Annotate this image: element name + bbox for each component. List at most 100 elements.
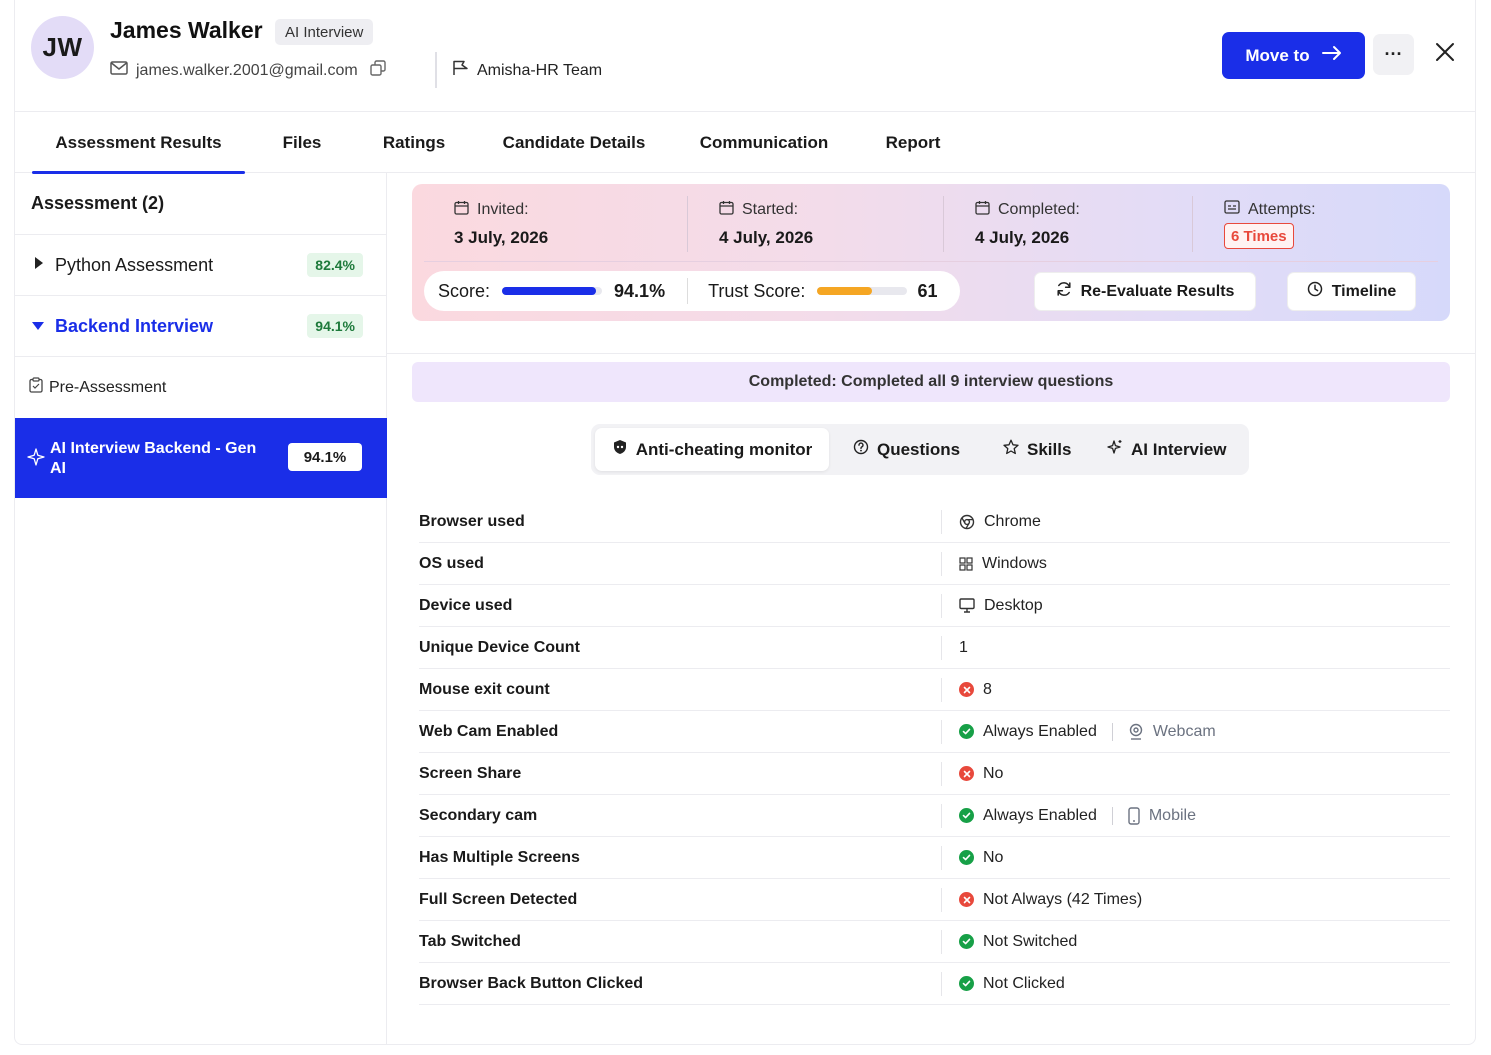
row-divider bbox=[941, 552, 942, 576]
candidate-email: james.walker.2001@gmail.com bbox=[136, 61, 358, 79]
monitor-row-os-used: OS used Windows bbox=[419, 543, 1450, 585]
sidebar-item-python-assessment[interactable]: Python Assessment 82.4% bbox=[15, 234, 387, 295]
score-bar-fill bbox=[502, 287, 597, 295]
monitor-row-secondary-cam: Secondary cam Always Enabled Mobile bbox=[419, 795, 1450, 837]
question-circle-icon bbox=[853, 439, 869, 460]
trust-score-value: 61 bbox=[917, 280, 938, 301]
monitor-row-device-used: Device used Desktop bbox=[419, 585, 1450, 627]
arrow-right-icon bbox=[1321, 45, 1342, 66]
summary-divider bbox=[1192, 196, 1193, 252]
sidebar-subitem-pre-assessment[interactable]: Pre-Assessment bbox=[15, 356, 387, 418]
monitor-row-web-cam-enabled: Web Cam Enabled Always Enabled Webcam bbox=[419, 711, 1450, 753]
content-divider bbox=[387, 353, 1476, 354]
sparkle-icon bbox=[27, 448, 45, 471]
tab-report[interactable]: Report bbox=[885, 132, 941, 152]
monitor-value-cell: Not Switched bbox=[959, 933, 1077, 951]
row-divider bbox=[941, 804, 942, 828]
monitor-value: Chrome bbox=[984, 512, 1041, 530]
monitor-key: Browser Back Button Clicked bbox=[419, 974, 644, 992]
team-row: Amisha-HR Team bbox=[452, 60, 602, 81]
completed-label: Completed: bbox=[998, 201, 1080, 218]
monitor-value-cell: No bbox=[959, 765, 1003, 783]
clock-icon bbox=[1307, 281, 1323, 302]
error-circle-icon bbox=[959, 892, 974, 907]
trust-score-bar-fill bbox=[817, 287, 873, 295]
caret-right-icon bbox=[35, 256, 47, 274]
shield-icon bbox=[612, 439, 628, 460]
desktop-icon bbox=[959, 598, 975, 613]
monitor-value-cell: 1 bbox=[959, 639, 968, 657]
score-value: 94.1% bbox=[614, 280, 666, 301]
monitor-key: Has Multiple Screens bbox=[419, 848, 580, 866]
segment-anti-cheating-monitor[interactable]: Anti-cheating monitor bbox=[595, 428, 829, 471]
attempts-field: Attempts: 6 Times bbox=[1224, 200, 1316, 249]
mobile-icon bbox=[1128, 806, 1140, 825]
calendar-icon bbox=[454, 200, 469, 220]
tab-assessment-results[interactable]: Assessment Results bbox=[32, 112, 245, 174]
move-to-button[interactable]: Move to bbox=[1222, 32, 1365, 79]
monitor-value-cell: Not Always (42 Times) bbox=[959, 891, 1142, 909]
monitor-row-tab-switched: Tab Switched Not Switched bbox=[419, 921, 1450, 963]
monitor-value: No bbox=[983, 764, 1004, 782]
monitor-row-mouse-exit-count: Mouse exit count 8 bbox=[419, 669, 1450, 711]
monitor-value: Not Switched bbox=[983, 932, 1078, 950]
sparkle-icon bbox=[1107, 439, 1123, 460]
trust-score-bar bbox=[817, 287, 908, 295]
monitor-value: Not Clicked bbox=[983, 974, 1065, 992]
anti-cheating-table: Browser used Chrome OS used Windows Device u… bbox=[419, 501, 1450, 1005]
monitor-key: Full Screen Detected bbox=[419, 890, 578, 908]
error-circle-icon bbox=[959, 766, 974, 781]
attempts-label: Attempts: bbox=[1248, 200, 1316, 218]
webcam-icon bbox=[1128, 723, 1144, 740]
star-icon bbox=[1003, 439, 1019, 460]
row-divider bbox=[941, 594, 942, 618]
row-divider bbox=[941, 972, 942, 996]
segment-label: Anti-cheating monitor bbox=[635, 439, 813, 459]
monitor-key: Mouse exit count bbox=[419, 680, 550, 698]
monitor-value-cell: Windows bbox=[959, 555, 1047, 573]
segment-questions[interactable]: Questions bbox=[837, 428, 976, 471]
monitor-value-cell: Chrome bbox=[959, 513, 1041, 531]
value-divider bbox=[1111, 806, 1113, 825]
monitor-value-cell: Not Clicked bbox=[959, 975, 1065, 993]
sidebar-item-label: AI Interview Backend - Gen AI bbox=[50, 440, 257, 477]
re-evaluate-button[interactable]: Re-Evaluate Results bbox=[1034, 272, 1256, 311]
flag-icon bbox=[452, 60, 470, 81]
tab-files[interactable]: Files bbox=[282, 132, 322, 152]
score-badge: 94.1% bbox=[307, 314, 363, 338]
monitor-value: Not Always (42 Times) bbox=[983, 890, 1143, 908]
main-tabs: Assessment Results Files Ratings Candida… bbox=[15, 112, 1475, 174]
monitor-row-browser-used: Browser used Chrome bbox=[419, 501, 1450, 543]
sidebar-item-backend-interview[interactable]: Backend Interview 94.1% bbox=[15, 295, 387, 356]
more-options-button[interactable]: ··· bbox=[1373, 34, 1414, 75]
monitor-row-has-multiple-screens: Has Multiple Screens No bbox=[419, 837, 1450, 879]
assessment-summary-card: Invited: 3 July, 2026 Started: 4 July, 2… bbox=[412, 184, 1450, 321]
monitor-segmented-control: Anti-cheating monitor Questions Skills A… bbox=[591, 424, 1249, 475]
invited-label: Invited: bbox=[477, 201, 529, 218]
tab-candidate-details[interactable]: Candidate Details bbox=[502, 132, 646, 152]
tab-communication[interactable]: Communication bbox=[699, 132, 829, 152]
chrome-icon bbox=[959, 514, 975, 530]
close-icon bbox=[1435, 42, 1455, 67]
row-divider bbox=[941, 720, 942, 744]
completed-value: 4 July, 2026 bbox=[975, 228, 1070, 247]
close-button[interactable] bbox=[1429, 38, 1461, 70]
started-label: Started: bbox=[742, 201, 799, 218]
monitor-value: Always Enabled bbox=[983, 722, 1097, 740]
monitor-value: Windows bbox=[982, 554, 1047, 572]
monitor-value: 1 bbox=[959, 638, 968, 656]
tab-ratings[interactable]: Ratings bbox=[382, 132, 446, 152]
monitor-extra-value: Webcam bbox=[1152, 722, 1216, 740]
header-divider bbox=[435, 52, 437, 88]
sidebar-subitem-ai-interview[interactable]: AI Interview Backend - Gen AI 94.1% bbox=[15, 418, 387, 498]
candidate-tag: AI Interview bbox=[275, 19, 374, 45]
timeline-button[interactable]: Timeline bbox=[1287, 272, 1416, 311]
score-bar bbox=[502, 287, 603, 295]
candidate-name: James Walker bbox=[110, 17, 263, 43]
move-to-label: Move to bbox=[1245, 45, 1310, 65]
copy-icon[interactable] bbox=[369, 60, 386, 81]
monitor-row-full-screen-detected: Full Screen Detected Not Always (42 Times… bbox=[419, 879, 1450, 921]
row-divider bbox=[941, 888, 942, 912]
segment-skills[interactable]: Skills bbox=[987, 428, 1087, 471]
segment-ai-interview[interactable]: AI Interview bbox=[1091, 428, 1242, 471]
